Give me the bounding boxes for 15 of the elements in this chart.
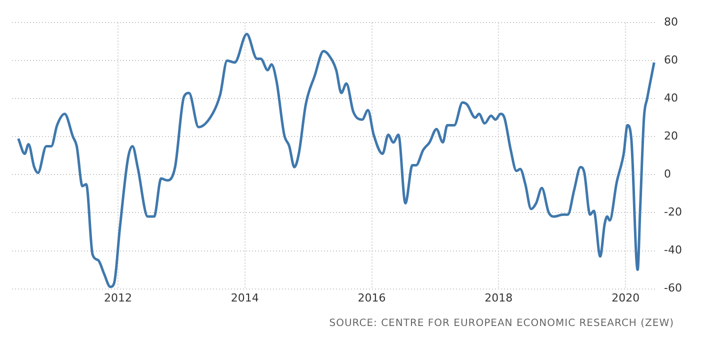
y-tick-label: 40 [664, 92, 678, 105]
x-tick-label: 2018 [484, 291, 513, 304]
y-tick-label: 0 [664, 168, 672, 181]
line-series [17, 32, 656, 288]
x-tick-label: 2012 [104, 291, 132, 304]
x-tick-label: 2020 [612, 291, 640, 304]
y-tick-label: 60 [664, 53, 678, 66]
y-tick-label: -60 [664, 282, 682, 295]
y-tick-label: -40 [664, 244, 682, 257]
y-tick-label: -20 [664, 206, 682, 219]
y-tick-label: 80 [664, 15, 678, 28]
x-tick-label: 2014 [230, 291, 259, 304]
y-tick-label: 20 [664, 130, 678, 143]
x-tick-label: 2016 [358, 291, 386, 304]
source-note: SOURCE: CENTRE FOR EUROPEAN ECONOMIC RESEARCH (ZEW) [328, 318, 675, 329]
